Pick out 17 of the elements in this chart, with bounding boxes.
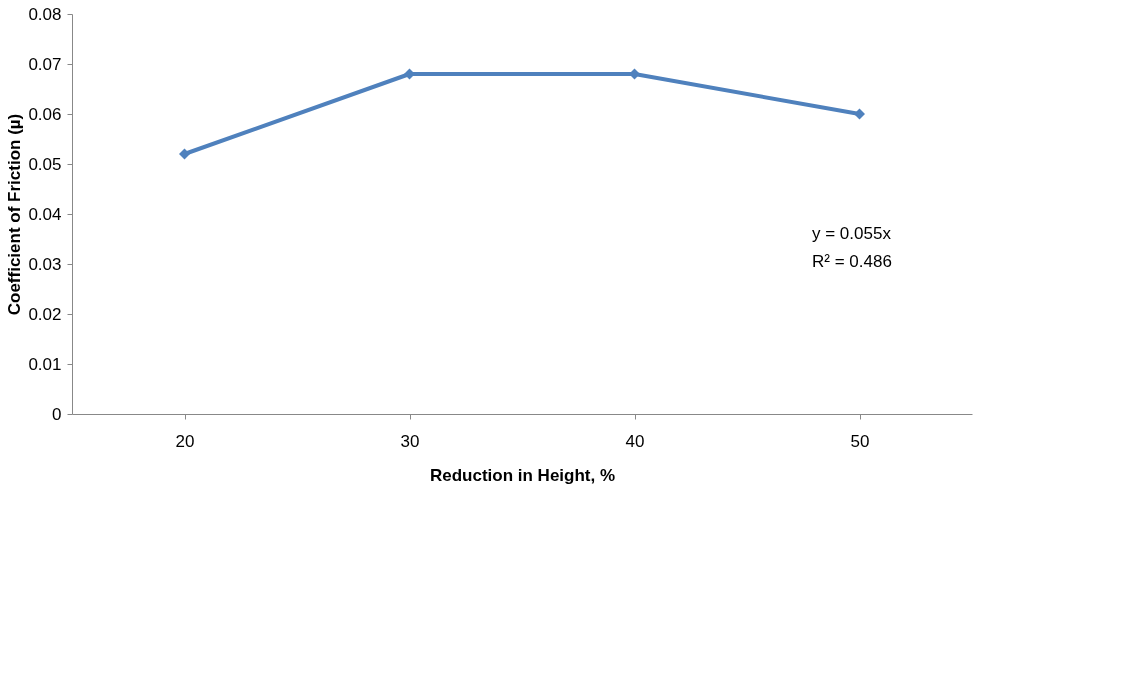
x-tick-label: 20	[175, 431, 195, 451]
y-tick-label: 0.05	[28, 154, 62, 174]
y-tick-label: 0	[52, 404, 62, 424]
annotation: y = 0.055x	[812, 224, 892, 243]
x-axis-title: Reduction in Height, %	[429, 465, 616, 485]
annotation: R² = 0.486	[812, 252, 892, 271]
x-tick-label: 50	[850, 431, 870, 451]
y-tick-label: 0.08	[28, 4, 62, 24]
x-tick-label: 30	[400, 431, 420, 451]
y-tick-label: 0.06	[28, 104, 62, 124]
y-tick-label: 0.07	[28, 54, 62, 74]
y-tick-label: 0.04	[28, 204, 62, 224]
x-tick-label: 40	[625, 431, 645, 451]
y-tick-label: 0.03	[28, 254, 62, 274]
y-tick-label: 0.02	[28, 304, 62, 324]
y-axis-title: Coefficient of Friction (µ)	[5, 113, 25, 316]
y-tick-label: 0.01	[28, 354, 62, 374]
